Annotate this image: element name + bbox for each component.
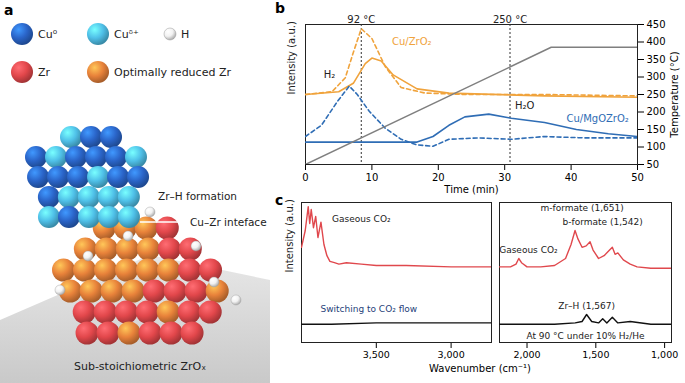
svg-text:3,500: 3,500	[363, 349, 390, 360]
svg-text:m-formate (1,651): m-formate (1,651)	[540, 203, 623, 213]
svg-text:250: 250	[647, 89, 666, 100]
svg-text:Cu/ZrO₂: Cu/ZrO₂	[392, 36, 432, 47]
svg-text:50: 50	[647, 159, 660, 170]
svg-text:H₂O: H₂O	[515, 100, 535, 111]
svg-text:Intensity (a.u.): Intensity (a.u.)	[286, 21, 297, 94]
html-text:Wavenumber (cm⁻¹): Wavenumber (cm⁻¹)	[429, 363, 531, 374]
html-text:b: b	[275, 0, 285, 16]
svg-text:92 °C: 92 °C	[347, 14, 375, 25]
svg-text:450: 450	[647, 19, 666, 30]
svg-text:400: 400	[647, 36, 666, 47]
svg-text:Zr–H formation: Zr–H formation	[158, 190, 237, 202]
svg-text:Cu–Zr inteface: Cu–Zr inteface	[190, 216, 267, 228]
svg-text:2,000: 2,000	[513, 349, 540, 360]
svg-text:1,500: 1,500	[582, 349, 609, 360]
svg-text:1,000: 1,000	[651, 349, 678, 360]
svg-text:Time (min): Time (min)	[443, 184, 498, 195]
svg-text:H₂: H₂	[324, 69, 336, 80]
svg-text:Switching to CO₂ flow: Switching to CO₂ flow	[320, 304, 417, 314]
svg-text:Cu⁰: Cu⁰	[38, 28, 58, 41]
html-text:a: a	[4, 2, 14, 18]
svg-text:Zr–H (1,567): Zr–H (1,567)	[558, 301, 615, 311]
svg-text:350: 350	[647, 54, 666, 65]
svg-text:3,000: 3,000	[438, 349, 465, 360]
svg-text:0: 0	[302, 172, 308, 183]
svg-text:Optimally reduced Zr: Optimally reduced Zr	[114, 66, 231, 79]
svg-text:30: 30	[498, 172, 511, 183]
svg-text:Cu/MgOZrO₂: Cu/MgOZrO₂	[566, 113, 628, 124]
svg-text:Sub-stoichiometric ZrOₓ: Sub-stoichiometric ZrOₓ	[74, 360, 206, 373]
svg-text:Zr: Zr	[38, 66, 51, 79]
html-text:c: c	[275, 192, 284, 208]
svg-text:Intensity (a.u.): Intensity (a.u.)	[284, 199, 295, 272]
svg-text:40: 40	[565, 172, 578, 183]
svg-text:20: 20	[432, 172, 445, 183]
svg-text:150: 150	[647, 124, 666, 135]
svg-text:Cuᵟ⁺: Cuᵟ⁺	[114, 28, 139, 41]
svg-text:Temperature (°C): Temperature (°C)	[669, 51, 680, 138]
svg-text:300: 300	[647, 71, 666, 82]
svg-text:200: 200	[647, 106, 666, 117]
svg-text:100: 100	[647, 141, 666, 152]
svg-text:10: 10	[366, 172, 379, 183]
svg-text:H: H	[181, 28, 189, 41]
svg-text:b-formate (1,542): b-formate (1,542)	[563, 217, 643, 227]
svg-text:250 °C: 250 °C	[493, 14, 527, 25]
svg-text:Gaseous CO₂: Gaseous CO₂	[499, 245, 558, 255]
svg-text:At 90 °C under 10% H₂/He: At 90 °C under 10% H₂/He	[526, 331, 645, 341]
svg-text:Gaseous CO₂: Gaseous CO₂	[332, 214, 391, 224]
svg-text:50: 50	[631, 172, 644, 183]
